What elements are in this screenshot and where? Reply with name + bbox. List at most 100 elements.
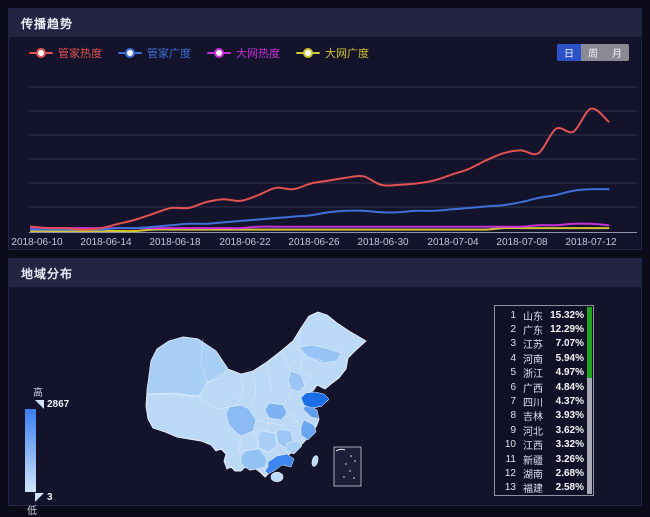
region-name: 山东 <box>523 311 543 323</box>
region-percent: 5.94% <box>555 352 584 364</box>
region-row: 13 福建 2.58% <box>495 481 584 495</box>
region-rank: 12 <box>504 467 516 479</box>
region-row: 11 新疆 3.26% <box>495 452 584 467</box>
region-rank: 1 <box>510 309 516 321</box>
list-scrollbar-thumb[interactable] <box>587 307 592 378</box>
map-color-scale: 高 2867 3 低 <box>25 384 95 517</box>
trend-panel-body: 管家热度 管家广度 大网热度 大网广度 日周月 2018-06-10 2018-06-1… <box>9 37 641 249</box>
province-guangxi <box>240 448 268 471</box>
region-rank: 2 <box>510 324 516 336</box>
region-row: 9 河北 3.62% <box>495 423 584 438</box>
x-axis-tick-label: 2018-07-04 <box>427 237 479 248</box>
x-axis-tick-label: 2018-06-26 <box>288 237 340 248</box>
region-rank: 8 <box>510 410 516 422</box>
scale-high-label: 高 <box>33 388 43 399</box>
trend-line-chart[interactable]: 2018-06-10 2018-06-14 2018-06-18 2018-06-22… <box>9 37 643 249</box>
region-percent: 12.29% <box>550 324 584 336</box>
region-percent: 15.32% <box>550 309 584 321</box>
range-tab-1[interactable]: 日 <box>557 44 581 61</box>
region-percent: 2.58% <box>555 482 584 494</box>
region-name: 江苏 <box>523 340 543 352</box>
region-row: 7 四川 4.37% <box>495 394 584 410</box>
province-guangdong <box>264 453 295 475</box>
region-panel-title: 地域分布 <box>21 266 74 281</box>
island-taiwan[interactable] <box>311 455 319 467</box>
region-rank: 13 <box>504 482 516 494</box>
region-name: 湖南 <box>523 470 543 481</box>
legend-label: 管家热度 <box>58 48 102 60</box>
x-axis-tick-label: 2018-07-12 <box>565 237 617 248</box>
range-tab-group: 日周月 <box>557 44 629 61</box>
region-panel-body: 高 2867 3 低 <box>9 287 641 517</box>
series-line-2[interactable] <box>30 188 610 231</box>
province-shandong <box>300 391 330 409</box>
legend-line-circle-icon <box>29 52 53 54</box>
region-row: 12 湖南 2.68% <box>495 466 584 481</box>
region-name: 河南 <box>523 354 543 366</box>
region-rank: 4 <box>510 352 516 364</box>
region-name: 河北 <box>523 426 543 438</box>
region-rank: 9 <box>510 424 516 436</box>
region-percent: 3.32% <box>555 439 584 451</box>
region-percent: 3.26% <box>555 453 584 465</box>
region-row: 10 江西 3.32% <box>495 438 584 452</box>
province-patches[interactable] <box>146 336 342 475</box>
region-name: 吉林 <box>523 412 543 424</box>
legend-item-2[interactable]: 管家广度 <box>118 45 191 61</box>
province-hebei <box>287 370 306 393</box>
legend-label: 大网广度 <box>325 48 369 60</box>
region-percent: 2.68% <box>555 467 584 479</box>
x-axis-tick-label: 2018-06-10 <box>11 237 63 248</box>
island-hainan[interactable] <box>270 471 284 483</box>
region-name: 新疆 <box>523 455 543 467</box>
legend-item-4[interactable]: 大网广度 <box>296 45 369 61</box>
legend-item-1[interactable]: 管家热度 <box>29 45 102 61</box>
x-axis-tick-label: 2018-06-22 <box>219 237 271 248</box>
legend-item-3[interactable]: 大网热度 <box>207 45 280 61</box>
x-axis-tick-label: 2018-06-30 <box>357 237 409 248</box>
region-name: 四川 <box>523 398 543 410</box>
province-sichuan <box>225 404 257 437</box>
region-panel: 地域分布 高 2867 3 低 <box>8 258 642 517</box>
region-row: 4 河南 5.94% <box>495 351 584 366</box>
legend-line-circle-icon <box>296 52 320 54</box>
legend-label: 管家广度 <box>147 48 191 60</box>
province-fujian <box>285 440 303 455</box>
region-panel-header: 地域分布 <box>9 259 641 287</box>
trend-panel-title: 传播趋势 <box>21 16 74 31</box>
legend-line-circle-icon <box>207 52 231 54</box>
province-borders <box>146 328 324 454</box>
region-rank: 7 <box>510 396 516 408</box>
scale-high-value: 2867 <box>47 398 70 410</box>
region-percent: 3.93% <box>555 410 584 422</box>
range-tab-3[interactable]: 月 <box>605 44 629 61</box>
trend-panel: 传播趋势 管家热度 管家广度 大网热度 大网广度 日周月 2018-06-10 2018… <box>8 8 642 250</box>
region-row: 5 浙江 4.97% <box>495 366 584 380</box>
legend-line-circle-icon <box>118 52 142 54</box>
region-name: 江西 <box>523 441 543 453</box>
range-tab-2[interactable]: 周 <box>581 44 605 61</box>
trend-panel-header: 传播趋势 <box>9 9 641 37</box>
region-rank: 10 <box>504 439 516 451</box>
scale-gradient-bar <box>25 409 36 492</box>
region-ranking-rows: 1 山东 15.32% 2 广东 12.29% 3 江苏 7.07% 4 河南 5.94% 5 浙江 4.9… <box>495 308 584 496</box>
series-line-4[interactable] <box>30 227 610 233</box>
trend-legend: 管家热度 管家广度 大网热度 大网广度 <box>29 45 369 61</box>
x-axis-tick-label: 2018-06-14 <box>80 237 132 248</box>
scale-low-label: 低 <box>27 506 37 517</box>
province-jiangsu <box>302 403 320 420</box>
region-percent: 4.97% <box>555 367 584 379</box>
region-row: 8 吉林 3.93% <box>495 409 584 423</box>
province-jilin <box>298 344 342 364</box>
series-line-1[interactable] <box>30 107 610 231</box>
region-percent: 3.62% <box>555 424 584 436</box>
province-hunan <box>256 430 278 453</box>
region-row: 3 江苏 7.07% <box>495 337 584 351</box>
region-percent: 4.84% <box>555 381 584 393</box>
region-row: 2 广东 12.29% <box>495 322 584 337</box>
list-scrollbar-track[interactable] <box>587 307 592 494</box>
region-name: 福建 <box>523 484 543 496</box>
scale-high-marker-icon <box>35 399 44 409</box>
region-ranking-list: 1 山东 15.32% 2 广东 12.29% 3 江苏 7.07% 4 河南 5.94% 5 浙江 4.9… <box>494 305 594 496</box>
china-map[interactable] <box>141 301 373 503</box>
